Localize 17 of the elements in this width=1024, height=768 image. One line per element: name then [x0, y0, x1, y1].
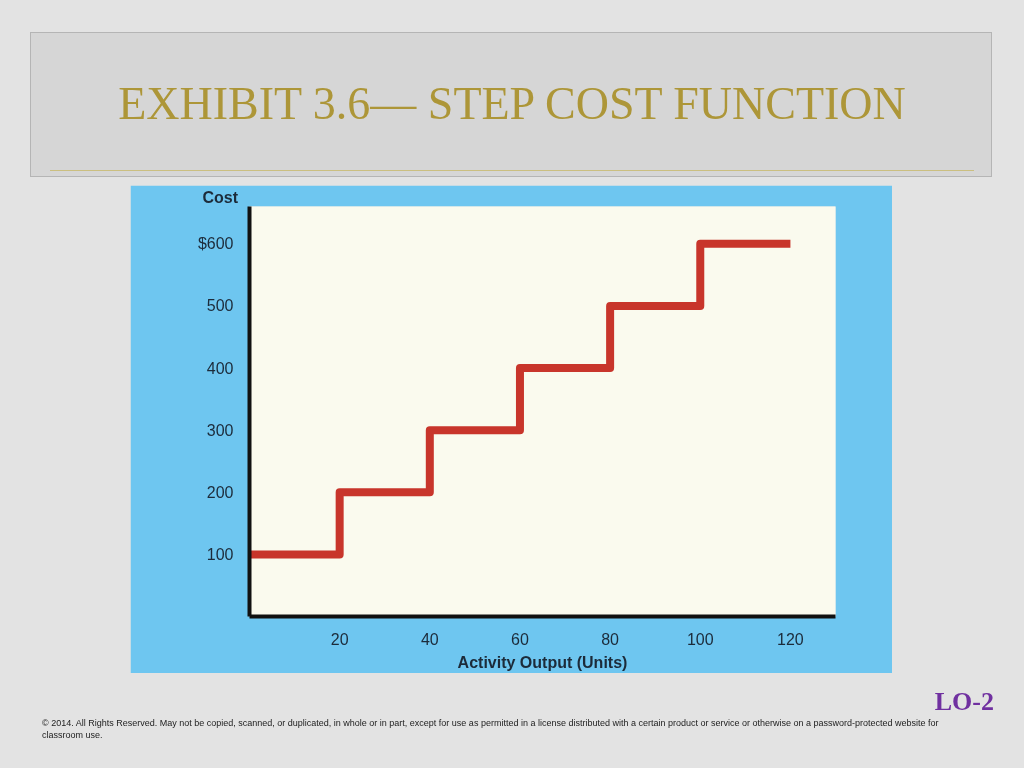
y-axis-title: Cost	[202, 188, 239, 206]
x-tick-label: 100	[686, 630, 714, 648]
y-tick-label: 200	[206, 483, 234, 501]
x-tick-label: 20	[330, 630, 349, 648]
text: © 2014. All Rights Reserved. May not be copied, scanned, or duplicated, in whole or in part, except for use as permitted in a license distributed with a certain product or service or otherwise on a password-protected website for classroom use.	[42, 717, 940, 741]
y-tick-label: 500	[206, 297, 234, 315]
text: LO-2	[934, 687, 994, 716]
chart-title: EXHIBIT 3.6— STEP COST FUNCTION	[117, 78, 907, 129]
x-tick-label: 120	[777, 630, 804, 648]
y-tick-label: 300	[206, 421, 234, 439]
y-tick-label: 100	[206, 545, 234, 563]
x-tick-label: 40	[420, 630, 439, 648]
x-axis-title: Activity Output (Units)	[457, 653, 628, 671]
x-tick-label: 80	[601, 630, 620, 648]
x-tick-label: 60	[511, 630, 529, 648]
y-tick-label: $600	[197, 235, 234, 253]
y-tick-label: 400	[206, 359, 234, 377]
